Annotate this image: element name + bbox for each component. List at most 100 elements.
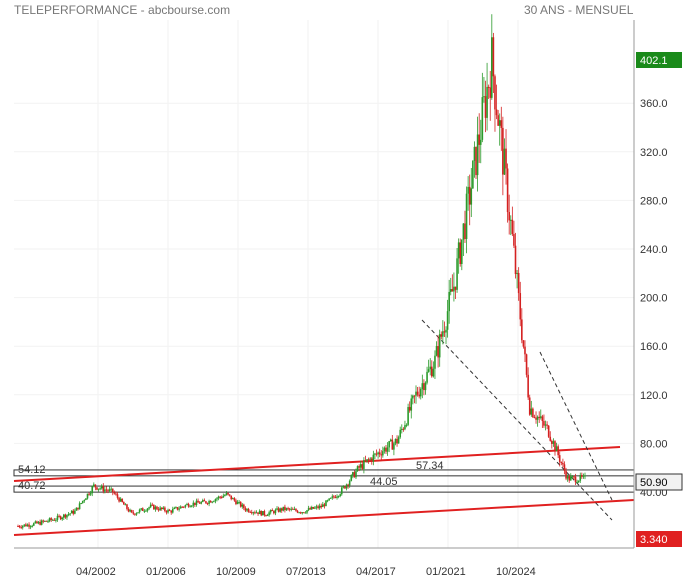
- candle: [465, 186, 468, 254]
- candle-body: [146, 508, 149, 511]
- candle: [119, 497, 122, 502]
- candle: [383, 446, 386, 454]
- candle-body: [260, 510, 263, 516]
- candle-body: [525, 354, 528, 375]
- candle: [549, 431, 552, 442]
- candle-body: [320, 505, 323, 508]
- candle-body: [97, 488, 100, 490]
- candle-body: [116, 494, 119, 498]
- candle-body: [555, 446, 558, 452]
- candle-body: [519, 293, 522, 320]
- candle: [224, 493, 226, 497]
- candle-body: [339, 494, 341, 497]
- x-tick-label: 10/2009: [216, 566, 256, 578]
- candle-body: [40, 520, 43, 525]
- candle-body: [189, 506, 191, 508]
- candle-body: [383, 447, 386, 452]
- candle-body: [498, 120, 501, 126]
- candle: [145, 509, 147, 512]
- candle-body: [415, 391, 417, 396]
- candle: [538, 411, 540, 423]
- candle-body: [539, 416, 542, 418]
- candle: [557, 444, 559, 459]
- candle: [75, 507, 78, 511]
- candle-body: [50, 518, 52, 520]
- candle: [47, 519, 49, 523]
- candle-body: [514, 245, 517, 275]
- candle: [271, 508, 274, 512]
- candle: [42, 519, 45, 524]
- candle-body: [292, 508, 294, 510]
- candle: [58, 514, 60, 518]
- candle-body: [584, 475, 586, 477]
- candle-body: [284, 506, 286, 511]
- candle: [44, 520, 46, 523]
- candle: [284, 504, 286, 513]
- candle-body: [500, 120, 503, 128]
- candle: [50, 517, 52, 523]
- candle: [282, 506, 285, 512]
- candle-body: [511, 219, 514, 235]
- candle: [74, 508, 76, 515]
- candle-body: [126, 504, 128, 509]
- candle: [138, 508, 141, 514]
- x-tick-label: 10/2024: [496, 566, 536, 578]
- candle-body: [205, 501, 207, 504]
- candle-body: [209, 500, 212, 503]
- candle: [434, 350, 436, 380]
- candle: [176, 506, 179, 511]
- candle-body: [164, 507, 166, 512]
- candle: [421, 374, 424, 399]
- candle: [435, 341, 438, 357]
- candle-body: [429, 366, 432, 370]
- candle: [134, 513, 136, 516]
- candle-body: [571, 476, 574, 478]
- candle-body: [44, 520, 46, 522]
- candle: [508, 194, 510, 235]
- candle: [552, 438, 555, 447]
- candle: [475, 146, 477, 180]
- candle-body: [303, 512, 305, 514]
- candle: [244, 506, 247, 513]
- candle-body: [356, 466, 359, 472]
- candle: [149, 502, 152, 509]
- candle: [388, 440, 390, 453]
- candle: [17, 524, 19, 528]
- candle: [190, 505, 193, 508]
- candle: [314, 505, 316, 510]
- candle-body: [445, 329, 447, 333]
- candle-body: [314, 507, 316, 509]
- candle-body: [505, 148, 507, 169]
- candle-body: [138, 509, 141, 513]
- candle: [467, 176, 469, 211]
- level-label: 57.34: [416, 460, 444, 472]
- candle-body: [566, 476, 569, 479]
- last-price-tag-bg: [635, 473, 683, 491]
- candle: [222, 493, 225, 498]
- candle-body: [304, 512, 307, 514]
- candle-body: [231, 498, 234, 500]
- candle-body: [277, 508, 280, 512]
- candle-body: [48, 518, 51, 522]
- candle: [476, 116, 479, 192]
- candle: [307, 505, 310, 512]
- candle-body: [266, 515, 269, 517]
- candle-body: [389, 439, 392, 442]
- candle-body: [143, 510, 146, 512]
- candle-body: [517, 272, 520, 294]
- candle-body: [549, 436, 552, 441]
- candle-body: [268, 512, 270, 516]
- candle: [178, 506, 180, 512]
- candle-body: [478, 134, 480, 145]
- candle: [320, 503, 323, 509]
- candle: [497, 109, 499, 126]
- candle-body: [393, 443, 395, 450]
- candle-body: [298, 512, 300, 514]
- candle: [410, 394, 413, 419]
- candle-body: [130, 510, 133, 513]
- candle-body: [426, 371, 428, 383]
- candle: [110, 486, 112, 492]
- candle-body: [25, 524, 27, 527]
- candle: [563, 461, 566, 475]
- candle-body: [352, 472, 354, 476]
